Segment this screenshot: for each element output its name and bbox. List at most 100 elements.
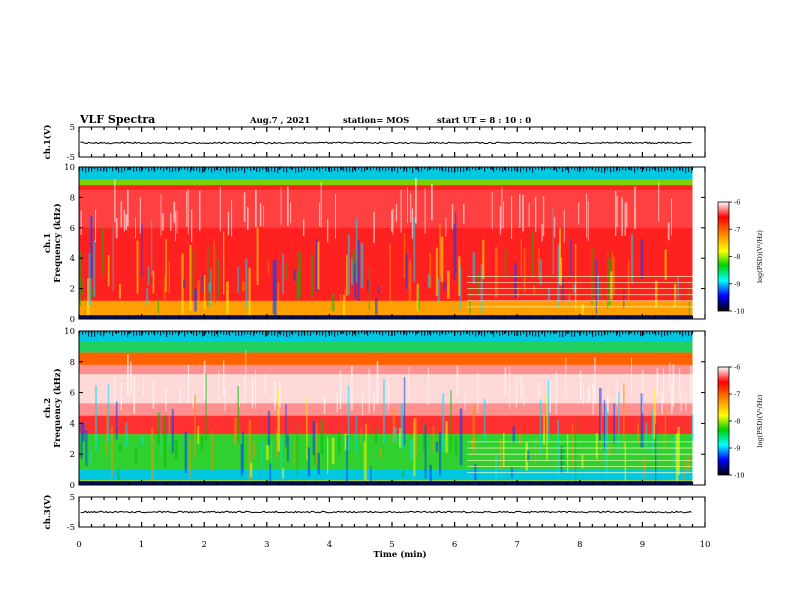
spectrum-topnoise <box>148 167 150 172</box>
spectrum-streak <box>547 287 551 300</box>
spectrum-streak <box>223 360 225 397</box>
spectrum-streak <box>610 271 613 300</box>
spectrum-streak <box>192 391 194 408</box>
spectrum-streak <box>119 443 122 453</box>
spectrum-streak <box>435 441 439 452</box>
spectrum-topnoise <box>514 331 516 337</box>
spectrum-streak <box>495 247 498 298</box>
spectrum-streak <box>687 454 690 472</box>
spectrum-streak <box>298 251 301 298</box>
spectrum-streak <box>387 375 389 410</box>
spectrum-streak <box>90 450 92 465</box>
spectrum-streak <box>464 392 466 411</box>
spectrum-streak <box>327 219 329 243</box>
spectrum-streak <box>655 424 657 481</box>
spectrum-streak <box>323 394 326 414</box>
spectrum-topnoise <box>595 167 597 173</box>
spectrum-streak <box>165 238 167 293</box>
spectrum-topnoise <box>439 331 441 336</box>
spectrum-topnoise <box>607 167 609 171</box>
spectrum-streak <box>674 284 677 307</box>
spectrum-topnoise <box>253 331 255 337</box>
spectrum-topnoise <box>115 167 117 170</box>
ch2-spectrogram-panel: 10 8 6 4 2 0 ch.2 Frequency (kHz) <box>43 327 706 491</box>
spectrum-topnoise <box>373 167 375 170</box>
panel-frame <box>78 330 706 486</box>
spectrum-streak <box>191 209 193 242</box>
spectrum-streak <box>160 194 162 236</box>
spectrum-streak <box>616 195 618 227</box>
spectrum-topnoise <box>403 331 405 336</box>
spectrum-streak <box>240 444 243 476</box>
panel-frame <box>78 166 706 320</box>
spectrum-topnoise <box>481 167 483 170</box>
spectrum-topnoise <box>340 167 342 171</box>
spectrum-topnoise <box>622 331 624 335</box>
spectrum-topnoise <box>457 167 459 172</box>
spectrum-topnoise <box>307 167 309 171</box>
spectrum-topnoise <box>301 331 303 337</box>
spectrum-topnoise <box>298 331 300 337</box>
spectrum-topnoise <box>352 331 354 337</box>
spectrum-topnoise <box>559 331 561 337</box>
s2-tick-label: 8 <box>70 358 75 368</box>
spectrum-topnoise <box>625 331 627 334</box>
spectrum-streak <box>432 426 435 452</box>
spectrum-streak <box>392 208 394 235</box>
spectrum-streak <box>392 409 396 443</box>
spectrum-topnoise <box>397 331 399 334</box>
spectrum-streak <box>608 444 611 456</box>
x-tick-label: 10 <box>700 540 711 550</box>
x-tick-label: 6 <box>452 540 457 550</box>
spectrum-band <box>79 331 693 342</box>
spectrum-topnoise <box>265 331 267 337</box>
spectrum-streak <box>586 193 588 238</box>
spectrum-streak <box>224 385 226 412</box>
spectrum-topnoise <box>430 331 432 336</box>
spectrum-topnoise <box>571 331 573 337</box>
spectrum-streak <box>320 419 324 455</box>
spectrum-topnoise <box>613 167 615 173</box>
spectrum-topnoise <box>142 167 144 170</box>
spectrum-streak <box>672 364 675 407</box>
spectrum-topnoise <box>283 331 285 336</box>
spectrum-streak <box>357 239 360 302</box>
spectrum-streak <box>344 288 346 305</box>
spectrum-topnoise <box>205 167 207 171</box>
spectrum-topnoise <box>217 331 219 337</box>
spectrum-streak <box>189 439 191 479</box>
spectrum-streak <box>403 377 406 446</box>
spectrum-topnoise <box>121 331 123 336</box>
station-label: station= MOS <box>343 116 409 126</box>
spectrum-topnoise <box>664 167 666 172</box>
spectrum-streak <box>411 208 414 239</box>
spectrum-streak <box>210 269 212 307</box>
spectrum-topnoise <box>280 167 282 170</box>
spectrum-streak <box>179 387 181 404</box>
spectrum-topnoise <box>259 331 261 335</box>
spectrum-streak <box>248 419 252 480</box>
spectrum-topnoise <box>655 331 657 336</box>
spectrum-streak <box>410 438 413 461</box>
spectrum-topnoise <box>376 167 378 171</box>
spectrum-topnoise <box>361 331 363 334</box>
spectrum-streak <box>575 417 577 483</box>
spectrum-topnoise <box>271 167 273 172</box>
colorbar-scale <box>717 366 730 476</box>
spectrum-topnoise <box>301 167 303 173</box>
spectrum-streak <box>344 433 347 451</box>
spectrum-topnoise <box>637 331 639 335</box>
spectrum-streak <box>95 385 97 452</box>
spectrum-streak <box>187 364 190 404</box>
spectrum-streak <box>403 233 406 279</box>
spectrum-topnoise <box>217 167 219 171</box>
spectrum-streak <box>259 203 262 227</box>
spectrum-topnoise <box>535 167 537 170</box>
spectrum-topnoise <box>553 331 555 334</box>
spectrum-streak <box>146 288 149 306</box>
spectrum-topnoise <box>106 331 108 334</box>
spectrum-streak <box>256 227 259 286</box>
spectrum-topnoise <box>319 167 321 173</box>
spectrum-topnoise <box>688 331 690 336</box>
spectrum-streak <box>218 370 220 404</box>
